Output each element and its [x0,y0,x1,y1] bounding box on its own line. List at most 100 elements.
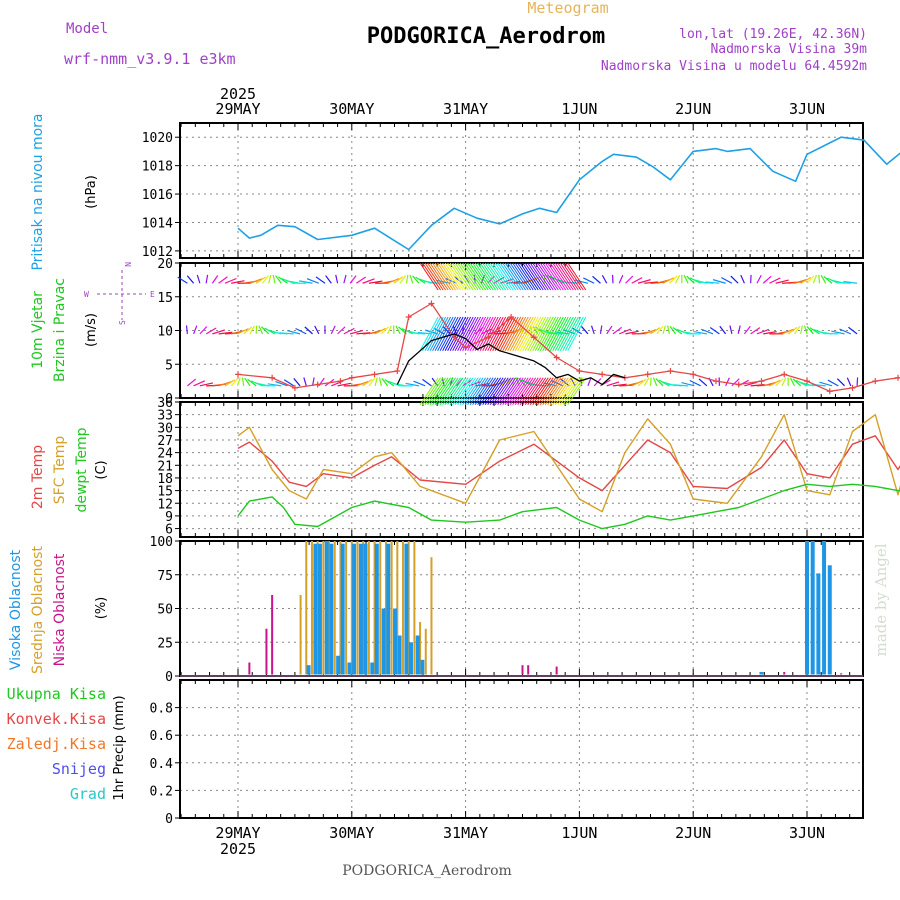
wind-arrow [454,377,474,406]
wind-arrow [424,377,444,406]
day-label-top: 1JUN [561,100,597,118]
wind-arrow [662,277,674,284]
mid-cloud-bar [316,541,319,675]
wind-speed-marker [849,384,856,391]
wind-arrow [268,274,272,284]
low-cloud-bar [271,595,274,675]
wind-plot [177,262,900,406]
wind-arrow [411,332,426,335]
coords-label: lon,lat (19.26E, 42.36N) [679,27,867,42]
wind-arrow [494,377,514,406]
day-label-top: 3JUN [789,100,825,118]
y-tick-label: 1012 [142,245,173,260]
wind-arrow [543,274,546,284]
day-label-bottom: 3JUN [789,824,825,842]
wind-arrow [482,262,502,291]
wind-arrow [564,377,584,406]
high-cloud-bar [415,635,420,675]
wind-gust-line [396,333,626,386]
wind-arrow [539,377,559,406]
wind-arrow [618,328,631,335]
wind-arrow [185,325,188,334]
wind-arrow [457,316,477,351]
wind-arrow [527,316,547,351]
wind-arrow [527,377,547,406]
wind-arrow [534,377,554,406]
wind-arrow [477,262,497,291]
precip-legend-snow: Snijeg [52,760,106,778]
wind-arrow [800,276,812,284]
wind-arrow [564,262,584,291]
wind-arrow [356,380,369,387]
wind-arrow [413,380,426,387]
wind-arrow [554,316,574,351]
wind-arrow [489,377,509,406]
wind-arrow [218,381,232,387]
wind-arrow [529,377,549,406]
pressure-ylabel: Pritisak na nivou mora [30,113,46,270]
wind-arrow [571,327,582,335]
wind-arrow [393,276,404,284]
wind-arrow [652,377,658,387]
wind-arrow [399,275,407,284]
wind-arrow [517,262,537,291]
wind-arrow [442,377,462,406]
mid-cloud-bar [390,541,393,675]
wind-ylabel2: Brzina i Pravac [52,278,68,382]
wind-arrow [509,316,529,351]
wind-arrow [469,262,489,291]
wind-arrow [196,274,201,284]
wind-arrow [231,280,245,284]
wind-arrow [479,316,499,351]
wind-arrow [474,262,494,291]
wind-arrow [762,275,772,284]
wind-speed-marker [405,314,412,320]
wind-arrow [249,325,255,335]
wind-arrow [489,262,509,291]
wind-arrow [719,325,727,335]
wind-arrow [497,377,517,406]
wind-arrow [789,377,796,387]
wind-arrow [763,331,777,335]
wind-arrow [567,281,582,284]
wind-arrow [527,262,547,291]
wind-arrow [644,328,657,335]
wind-arrow [387,325,392,335]
wind-speed-marker [314,381,321,388]
panel-frame [179,122,864,259]
wind-arrow [567,316,587,351]
wind-arrow [529,316,549,351]
wind-arrow [494,316,514,351]
day-label-bottom: 29MAY [215,824,260,842]
wind-arrow [247,378,257,387]
wind-arrow [525,277,537,284]
high-cloud-bar [336,655,341,675]
y-tick-label: 0.6 [150,729,173,744]
wind-arrow [499,377,519,406]
wind-arrow [524,316,544,351]
wind-arrow [467,262,487,291]
day-label-top: 29MAY [215,100,260,118]
wind-arrow [472,377,492,406]
wind-arrow [437,262,457,291]
high-cloud-bar [404,543,409,675]
wind-arrow [705,281,720,284]
wind-arrow [477,316,497,351]
wind-arrow [487,262,507,291]
wind-arrow [775,378,784,387]
wind-arrow [434,316,454,351]
wind-arrow [537,262,557,291]
wind-arrow [643,377,650,387]
wind-arrow [698,378,708,387]
wind-arrow [303,377,307,387]
wind-arrow [424,262,444,291]
wind-arrow [547,377,567,406]
low-cloud-bar [265,628,268,675]
wind-arrow [544,377,564,406]
wind-speed-marker [235,371,241,378]
mid-cloud-bar [345,541,348,675]
wind-arrow [668,275,678,284]
wind-speed-marker [269,374,276,381]
wind-arrow [509,262,529,291]
